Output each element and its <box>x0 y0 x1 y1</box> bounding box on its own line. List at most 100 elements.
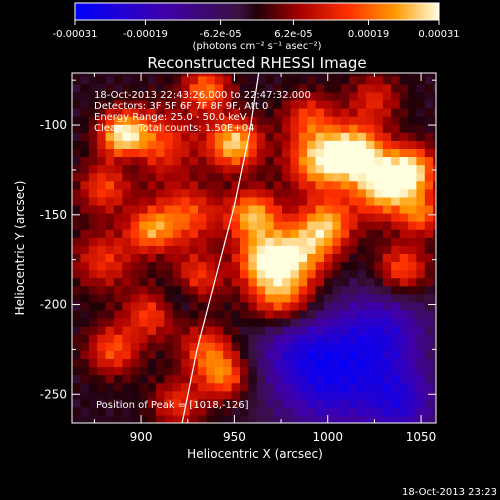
heatmap-cell <box>374 342 384 351</box>
heatmap-cell <box>298 108 308 117</box>
heatmap-cell <box>391 148 401 158</box>
heatmap-cell <box>265 188 275 198</box>
heatmap-cell <box>416 140 426 149</box>
heatmap-cell <box>366 318 375 327</box>
heatmap-cell <box>324 196 333 206</box>
heatmap-cell <box>391 221 401 230</box>
heatmap-cell <box>114 301 123 311</box>
heatmap-cell <box>424 229 434 238</box>
heatmap-cell <box>172 414 182 423</box>
heatmap-cell <box>231 164 241 174</box>
heatmap-cell <box>156 366 165 376</box>
heatmap-cell <box>130 156 140 166</box>
heatmap-cell <box>340 277 350 287</box>
heatmap-cell <box>374 358 384 368</box>
heatmap-cell <box>282 108 291 117</box>
heatmap-cell <box>382 156 392 166</box>
heatmap-cell <box>80 301 90 311</box>
heatmap-cell <box>164 293 174 303</box>
heatmap-cell <box>349 99 359 109</box>
heatmap-cell <box>332 148 342 158</box>
heatmap-cell <box>290 350 300 359</box>
heatmap-cell <box>399 318 409 327</box>
heatmap-cell <box>298 180 308 190</box>
heatmap-cell <box>240 382 249 392</box>
heatmap-cell <box>248 73 258 77</box>
heatmap-cell <box>424 398 434 408</box>
heatmap-cell <box>282 124 291 133</box>
heatmap-cell <box>130 140 140 149</box>
heatmap-cell <box>206 73 216 77</box>
heatmap-cell <box>324 116 333 125</box>
heatmap-cell <box>265 116 275 125</box>
heatmap-cell <box>366 406 375 416</box>
heatmap-cell <box>374 374 384 384</box>
heatmap-cell <box>147 204 157 214</box>
heatmap-cell <box>265 382 275 392</box>
heatmap-cell <box>156 73 165 77</box>
heatmap-cell <box>399 334 409 343</box>
heatmap-cell <box>114 245 123 254</box>
heatmap-cell <box>340 398 350 408</box>
heatmap-cell <box>223 196 233 206</box>
heatmap-cell <box>382 334 392 343</box>
heatmap-cell <box>147 301 157 311</box>
heatmap-cell <box>357 99 367 109</box>
heatmap-cell <box>416 261 426 271</box>
heatmap-cell <box>256 156 266 166</box>
heatmap-cell <box>122 132 132 141</box>
heatmap-cell <box>265 309 275 319</box>
heatmap-cell <box>416 213 426 222</box>
heatmap-cell <box>198 237 207 246</box>
heatmap-cell <box>408 132 417 141</box>
heatmap-cell <box>214 358 224 368</box>
heatmap-cell <box>315 414 325 423</box>
heatmap-cell <box>256 73 266 77</box>
heatmap-cell <box>433 204 436 214</box>
heatmap-cell <box>114 398 123 408</box>
heatmap-cell <box>97 99 107 109</box>
heatmap-cell <box>181 390 191 400</box>
heatmap-cell <box>399 132 409 141</box>
heatmap-cell <box>340 91 350 101</box>
heatmap-cell <box>256 132 266 141</box>
heatmap-cell <box>88 172 98 182</box>
heatmap-cell <box>366 156 375 166</box>
heatmap-cell <box>340 253 350 263</box>
heatmap-cell <box>214 188 224 198</box>
heatmap-cell <box>206 253 216 263</box>
heatmap-cell <box>399 326 409 335</box>
heatmap-cell <box>332 269 342 279</box>
heatmap-cell <box>114 124 123 133</box>
heatmap-cell <box>114 83 123 93</box>
heatmap-cell <box>156 116 165 125</box>
heatmap-cell <box>298 116 308 125</box>
heatmap-cell <box>332 342 342 351</box>
heatmap-cell <box>307 318 317 327</box>
heatmap-cell <box>332 366 342 376</box>
heatmap-cell <box>223 261 233 271</box>
heatmap-cell <box>349 374 359 384</box>
heatmap-cell <box>181 180 191 190</box>
heatmap-cell <box>223 83 233 93</box>
heatmap-cell <box>273 277 283 287</box>
heatmap-cell <box>122 204 132 214</box>
heatmap-cell <box>181 245 191 254</box>
heatmap-cell <box>366 326 375 335</box>
heatmap-cell <box>265 180 275 190</box>
heatmap-cell <box>164 318 174 327</box>
heatmap-cell <box>366 398 375 408</box>
heatmap-cell <box>382 406 392 416</box>
heatmap-cell <box>223 99 233 109</box>
heatmap-cell <box>332 221 342 230</box>
heatmap-cell <box>88 374 98 384</box>
heatmap-cell <box>122 366 132 376</box>
heatmap-cell <box>332 318 342 327</box>
heatmap-cell <box>231 172 241 182</box>
heatmap-cell <box>181 156 191 166</box>
heatmap-cell <box>80 406 90 416</box>
heatmap-cell <box>122 124 132 133</box>
heatmap-cell <box>416 229 426 238</box>
heatmap-cell <box>114 75 123 85</box>
heatmap-cell <box>282 140 291 149</box>
